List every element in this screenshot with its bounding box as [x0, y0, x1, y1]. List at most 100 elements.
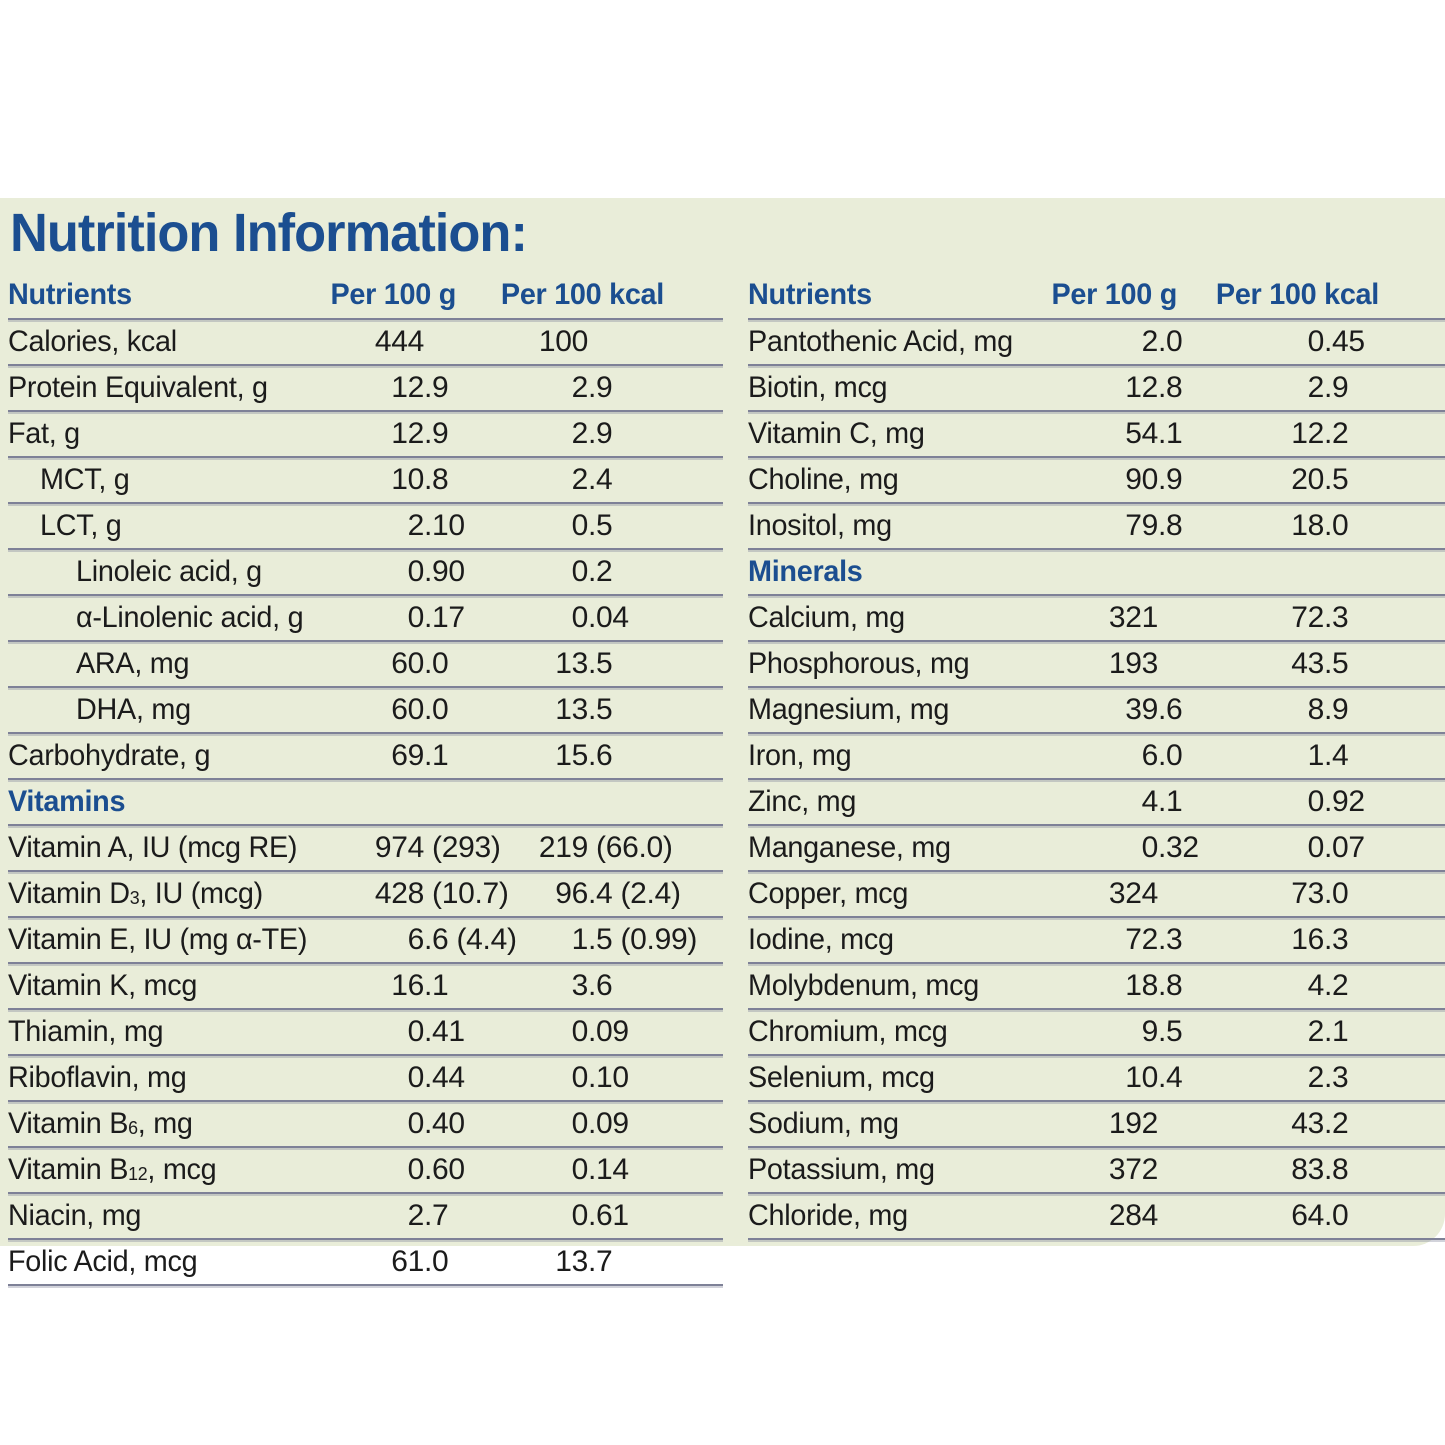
table-row: MCT, g 10.8 2.4	[8, 458, 723, 504]
value-integer-part: 73	[1291, 877, 1324, 910]
value-per-100-g: 72.3	[748, 918, 1183, 962]
value-fraction-part: .0	[1324, 877, 1349, 910]
value-fraction-part: .2	[1324, 969, 1349, 1002]
table-row: Vitamin E, IU (mg α-TE) 6.6 (4.4) 1.5 (0…	[8, 918, 723, 964]
value-integer-part: 2	[1307, 371, 1325, 404]
value-fraction-part: .9	[1158, 463, 1183, 496]
nutrient-label: Molybdenum, mcg	[748, 969, 979, 1002]
nutrient-label: Calories, kcal	[8, 325, 177, 358]
value-integer-part: 0	[1307, 325, 1325, 358]
value-integer-part: 69	[391, 739, 424, 772]
value-fraction-part: .2	[1324, 417, 1349, 450]
value-integer-part: 6	[1141, 739, 1159, 772]
value-per-100-kcal: 4.2	[748, 964, 1349, 1008]
value-fraction-part: .0	[424, 1245, 449, 1278]
nutrient-label: Calcium, mg	[748, 601, 905, 634]
table-header-row: Nutrients Per 100 g Per 100 kcal	[8, 266, 723, 320]
value-per-100-kcal: 0.04	[8, 596, 630, 640]
table-row: Biotin, mcg 12.8 2.9	[748, 366, 1445, 412]
value-fraction-part: .1	[1158, 785, 1183, 818]
column-header-per-100-g: Per 100 g	[330, 278, 457, 311]
value-fraction-part: .44	[424, 1061, 465, 1094]
value-fraction-part: .61	[588, 1199, 629, 1232]
value-per-100-g: 6.6 (4.4)	[8, 918, 517, 962]
value-integer-part: 4	[1141, 785, 1159, 818]
value-per-100-kcal: 2.1	[748, 1010, 1349, 1054]
table-row: Linoleic acid, g 0.90 0.2	[8, 550, 723, 596]
value-fraction-part: .5	[1324, 647, 1349, 680]
value-integer-part: 0	[407, 1061, 425, 1094]
value-per-100-g: 284	[748, 1194, 1158, 1238]
value-fraction-part: .0	[1158, 739, 1183, 772]
value-per-100-kcal: 2.9	[8, 412, 613, 456]
value-integer-part: 0	[571, 555, 589, 588]
value-fraction-part: .3	[1158, 923, 1183, 956]
nutrient-label: Manganese, mg	[748, 831, 951, 864]
value-per-100-g: 0.90	[8, 550, 466, 594]
value-fraction-part: (66.0)	[588, 831, 673, 864]
nutrient-label: Fat, g	[8, 417, 80, 450]
nutrient-label: Chromium, mcg	[748, 1015, 948, 1048]
value-fraction-part: .10	[424, 509, 465, 542]
value-integer-part: 100	[538, 325, 588, 358]
value-per-100-g: 18.8	[748, 964, 1183, 1008]
value-fraction-part: .10	[588, 1061, 629, 1094]
value-per-100-g: 61.0	[8, 1240, 449, 1284]
value-integer-part: 372	[1108, 1153, 1158, 1186]
value-per-100-g: 16.1	[8, 964, 449, 1008]
value-per-100-kcal: 73.0	[748, 872, 1349, 916]
value-per-100-g: 6.0	[748, 734, 1183, 778]
value-integer-part: 10	[391, 463, 424, 496]
table-row: Calories, kcal 444 100	[8, 320, 723, 366]
value-fraction-part: (10.7)	[424, 877, 509, 910]
value-integer-part: 0	[571, 601, 589, 634]
value-per-100-kcal: 3.6	[8, 964, 613, 1008]
value-integer-part: 12	[1125, 371, 1158, 404]
value-per-100-kcal: 13.7	[8, 1240, 613, 1284]
value-fraction-part: .4 (2.4)	[588, 877, 681, 910]
value-integer-part: 219	[538, 831, 588, 864]
nutrient-label: Linoleic acid, g	[76, 555, 262, 588]
value-per-100-kcal: 100	[8, 320, 588, 364]
value-fraction-part: .2	[588, 555, 613, 588]
value-fraction-part: .92	[1324, 785, 1365, 818]
value-fraction-part: .0	[424, 647, 449, 680]
table-row: Vitamin B12, mcg 0.60 0.14	[8, 1148, 723, 1194]
section-header-row: Vitamins	[8, 780, 723, 826]
value-integer-part: 2	[407, 509, 425, 542]
value-integer-part: 2	[571, 371, 589, 404]
table-row: LCT, g 2.10 0.5	[8, 504, 723, 550]
value-integer-part: 16	[1291, 923, 1324, 956]
value-fraction-part: .0	[1324, 1199, 1349, 1232]
value-integer-part: 83	[1291, 1153, 1324, 1186]
value-per-100-kcal: 0.10	[8, 1056, 630, 1100]
value-fraction-part: .1	[424, 969, 449, 1002]
value-fraction-part: .17	[424, 601, 465, 634]
value-integer-part: 96	[555, 877, 588, 910]
value-fraction-part: .2	[1324, 1107, 1349, 1140]
value-per-100-kcal: 2.9	[748, 366, 1349, 410]
value-integer-part: 974	[374, 831, 424, 864]
table-row: Protein Equivalent, g 12.9 2.9	[8, 366, 723, 412]
value-per-100-g: 9.5	[748, 1010, 1183, 1054]
value-integer-part: 6	[407, 923, 425, 956]
value-fraction-part: .3	[1324, 601, 1349, 634]
table-header-row: Nutrients Per 100 g Per 100 kcal	[748, 266, 1445, 320]
value-integer-part: 9	[1141, 1015, 1159, 1048]
value-integer-part: 13	[555, 693, 588, 726]
value-integer-part: 90	[1125, 463, 1158, 496]
value-fraction-part: .0	[1324, 509, 1349, 542]
value-per-100-kcal: 2.3	[748, 1056, 1349, 1100]
value-fraction-part: .5	[1324, 463, 1349, 496]
value-fraction-part: (293)	[424, 831, 501, 864]
nutrient-label: α-Linolenic acid, g	[76, 601, 304, 634]
value-integer-part: 15	[555, 739, 588, 772]
value-fraction-part: .32	[1158, 831, 1199, 864]
nutrient-label: Vitamin C, mg	[748, 417, 925, 450]
column-header-nutrients: Nutrients	[748, 278, 872, 311]
value-integer-part: 1	[571, 923, 589, 956]
table-row: Zinc, mg 4.1 0.92	[748, 780, 1445, 826]
table-row: Molybdenum, mcg 18.8 4.2	[748, 964, 1445, 1010]
value-fraction-part: .6	[588, 739, 613, 772]
value-fraction-part: .07	[1324, 831, 1365, 864]
